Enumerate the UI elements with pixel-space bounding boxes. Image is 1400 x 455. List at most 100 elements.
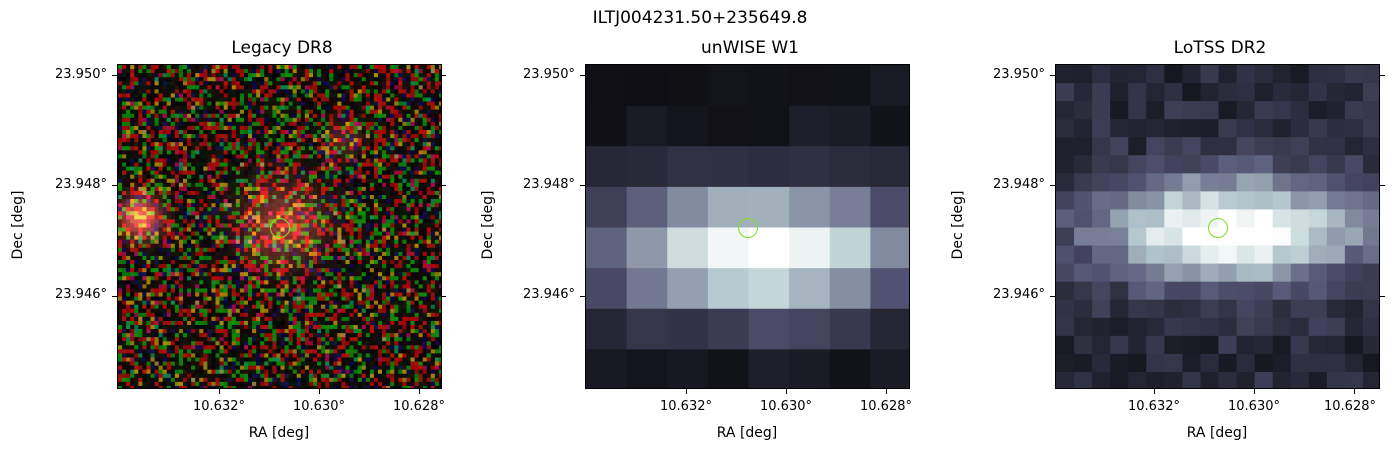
pixel <box>122 81 127 86</box>
pixel <box>386 109 391 115</box>
pixel <box>191 77 196 82</box>
pixel <box>378 264 383 269</box>
pixel <box>138 89 143 94</box>
pixel <box>235 97 241 103</box>
pixel <box>325 182 330 188</box>
pixel <box>122 190 127 196</box>
pixel <box>264 178 269 184</box>
pixel <box>386 146 391 151</box>
pixel <box>134 264 139 269</box>
pixel <box>349 260 355 265</box>
pixel <box>264 182 269 188</box>
pixel <box>276 255 281 261</box>
pixel <box>406 170 411 176</box>
pixel <box>248 284 253 289</box>
pixel <box>118 280 123 285</box>
pixel <box>337 125 342 131</box>
pixel <box>235 154 241 159</box>
pixel <box>174 138 180 143</box>
pixel <box>215 304 221 310</box>
pixel <box>154 304 160 310</box>
pixel <box>422 166 428 172</box>
pixel <box>329 93 334 98</box>
pixel <box>357 73 363 78</box>
pixel <box>158 158 164 163</box>
pixel <box>296 268 302 273</box>
pixel <box>357 231 363 237</box>
pixel <box>227 272 233 277</box>
pixel <box>134 211 139 216</box>
pixel <box>239 219 245 224</box>
pixel <box>231 255 237 261</box>
pixel <box>268 113 273 119</box>
pixel <box>264 251 269 257</box>
pixel <box>280 215 286 220</box>
pixel <box>166 300 172 306</box>
pixel <box>390 284 395 289</box>
pixel <box>325 308 330 314</box>
pixel <box>365 288 371 293</box>
pixel <box>418 268 424 273</box>
pixel <box>158 251 164 257</box>
pixel <box>292 215 298 220</box>
pixel <box>138 296 143 302</box>
pixel <box>386 101 391 107</box>
pixel <box>353 190 359 196</box>
pixel <box>304 235 310 241</box>
pixel <box>418 158 424 163</box>
pixel <box>333 264 338 269</box>
pixel <box>231 105 237 111</box>
pixel <box>191 166 196 172</box>
pixel <box>272 89 277 94</box>
pixel <box>223 264 229 269</box>
pixel <box>219 215 225 220</box>
pixel <box>341 125 346 131</box>
pixel <box>264 288 269 293</box>
pixel <box>341 154 346 159</box>
pixel <box>430 190 436 196</box>
pixel <box>207 69 212 74</box>
pixel <box>248 243 253 249</box>
pixel <box>304 251 310 257</box>
pixel <box>195 186 200 192</box>
pixel <box>357 284 363 289</box>
pixel <box>317 117 322 123</box>
pixel <box>426 134 432 139</box>
pixel <box>122 113 127 119</box>
pixel <box>365 93 371 98</box>
pixel <box>280 190 286 196</box>
pixel <box>134 255 139 261</box>
pixel <box>353 77 359 82</box>
pixel <box>239 117 245 123</box>
pixel <box>300 186 306 192</box>
pixel <box>329 195 334 200</box>
pixel <box>268 247 273 253</box>
pixel <box>357 207 363 212</box>
pixel <box>333 65 338 70</box>
pixel <box>288 182 294 188</box>
pixel <box>211 207 216 212</box>
pixel <box>333 288 338 293</box>
pixel <box>361 255 367 261</box>
pixel <box>183 138 188 143</box>
pixel <box>378 138 383 143</box>
pixel <box>382 251 387 257</box>
pixel <box>166 223 172 228</box>
pixel <box>438 158 441 163</box>
pixel <box>235 105 241 111</box>
pixel <box>418 77 424 82</box>
pixel <box>390 255 395 261</box>
pixel <box>126 158 131 163</box>
pixel <box>422 243 428 249</box>
pixel <box>304 296 310 302</box>
pixel <box>162 154 168 159</box>
pixel <box>333 146 338 151</box>
pixel <box>243 207 249 212</box>
pixel <box>170 109 176 115</box>
pixel <box>325 109 330 115</box>
pixel <box>219 223 225 228</box>
pixel <box>333 134 338 139</box>
pixel <box>215 121 221 127</box>
pixel <box>406 203 411 208</box>
pixel <box>203 117 208 123</box>
